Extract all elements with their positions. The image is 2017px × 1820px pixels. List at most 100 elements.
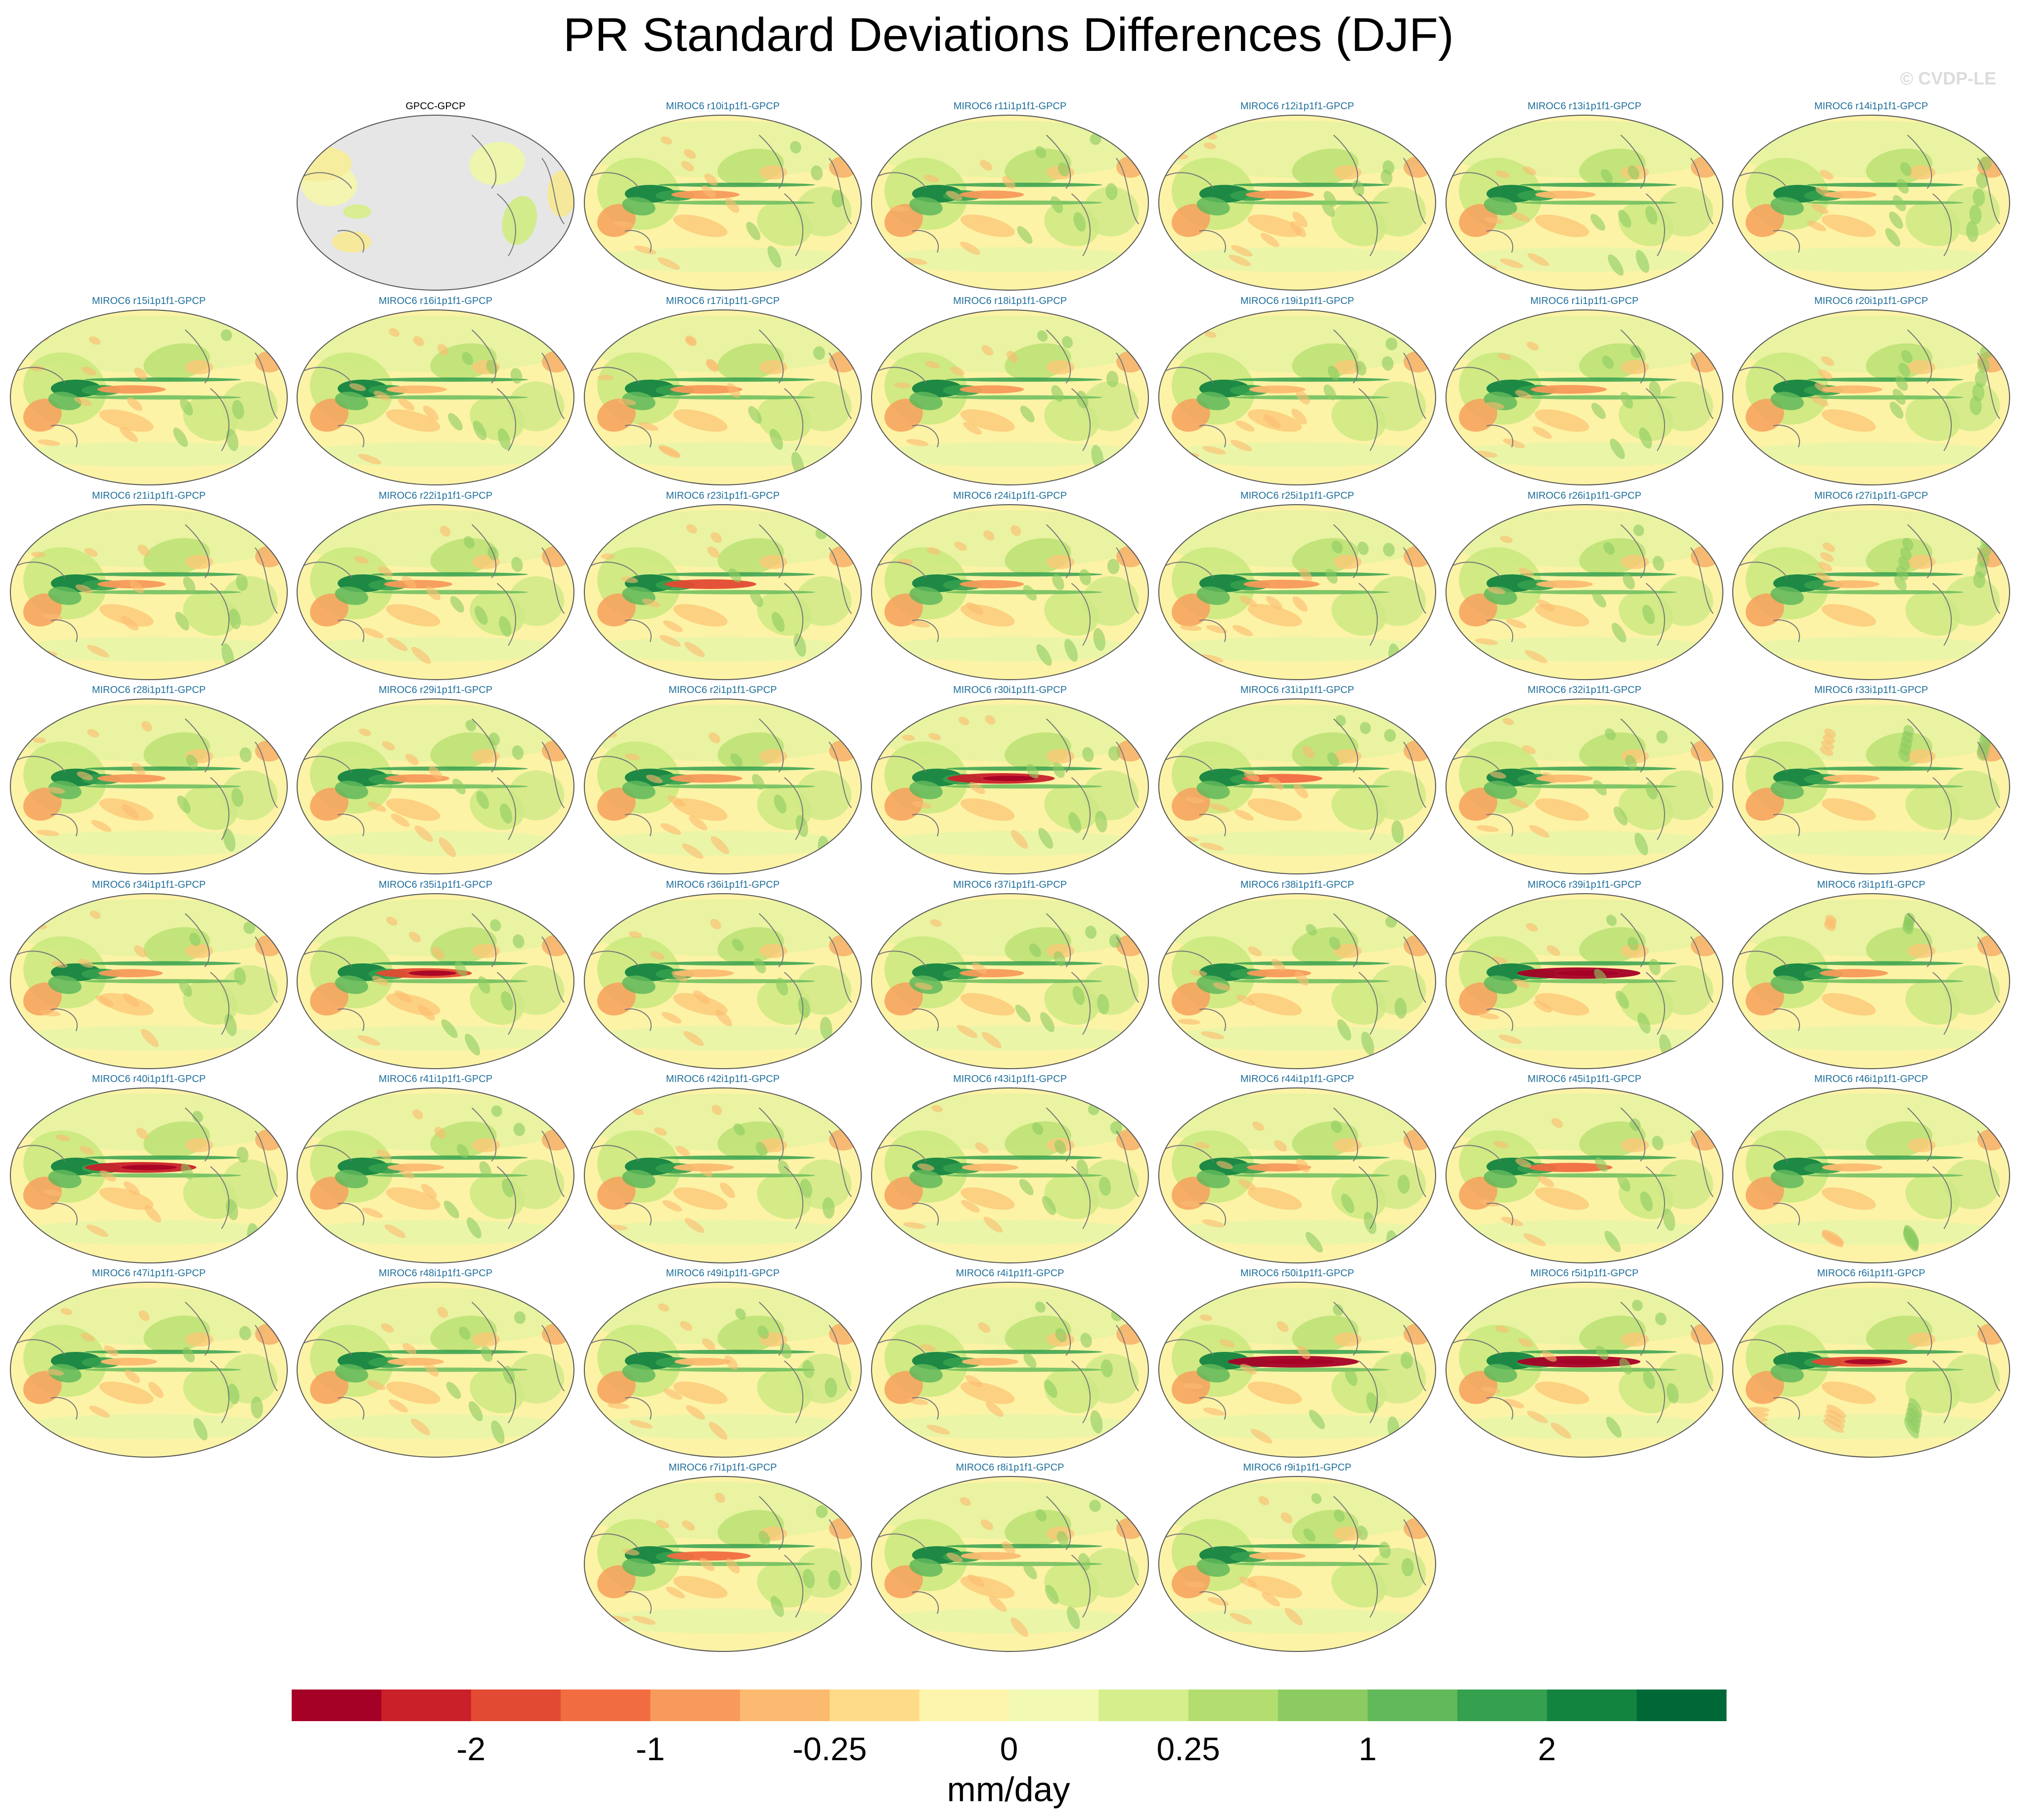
noise-patch (1054, 1139, 1066, 1155)
noise-patch (481, 1346, 493, 1362)
coastline (471, 718, 497, 773)
noise-patch (790, 141, 801, 154)
noise-patch (752, 774, 765, 790)
noise-patch (629, 1420, 653, 1429)
colorbar-swatch (1188, 1690, 1278, 1721)
noise-patch (1020, 405, 1035, 423)
coastline (541, 1130, 565, 1197)
anomaly-blob (960, 409, 1015, 432)
noise-patch (434, 1127, 446, 1139)
noise-patch (1512, 979, 1530, 988)
noise-patch (81, 1333, 95, 1342)
indian-ocean-dry (1746, 982, 1784, 1016)
noise-patch (1892, 195, 1906, 212)
coastline (1358, 388, 1378, 451)
map-border (1732, 1282, 2010, 1458)
noise-patch (634, 245, 657, 255)
noise-patch (186, 754, 198, 769)
noise-patch (928, 733, 941, 740)
africa (1657, 770, 1713, 821)
indian-ocean-dry (597, 1565, 636, 1599)
map-panel-container: MIROC6 r45i1p1f1-GPCP (1445, 1073, 1724, 1265)
map-panel (1446, 1282, 1723, 1458)
colorbar-swatch (381, 1690, 472, 1721)
noise-patch (1359, 722, 1371, 734)
noise-patch (514, 1311, 526, 1324)
coastline (1486, 619, 1513, 643)
noise-patch (437, 1306, 448, 1318)
coastline (1773, 814, 1800, 837)
noise-patch (381, 1323, 394, 1333)
noise-patch (1532, 426, 1552, 439)
noise-patch (748, 406, 762, 424)
indian-ocean-dry (310, 593, 349, 627)
coastline (210, 583, 229, 646)
noise-patch (1518, 567, 1534, 577)
noise-patch (243, 921, 256, 934)
noise-patch (683, 1031, 704, 1046)
noise-patch (1106, 371, 1119, 388)
panel-title: MIROC6 r20i1p1f1-GPCP (1814, 296, 1929, 306)
anomaly-blob (48, 391, 82, 410)
coastline (1907, 718, 1932, 773)
africa (1944, 1159, 2000, 1210)
indian-ocean-dry (1746, 204, 1784, 237)
noise-patch (384, 1224, 406, 1238)
noise-patch (148, 1382, 164, 1398)
coastline (17, 367, 66, 384)
anomaly-blob (1621, 944, 1649, 958)
map-border (1158, 1087, 1436, 1263)
noise-patch (36, 1109, 48, 1115)
noise-patch (104, 1345, 119, 1356)
map-panel-container: MIROC6 r3i1p1f1-GPCP (1731, 878, 2011, 1071)
noise-patch (702, 1338, 715, 1350)
noise-patch (1206, 625, 1228, 634)
itcz-north (1806, 766, 1964, 771)
anomaly-blob (1196, 197, 1230, 216)
anomaly-blob (386, 1382, 440, 1404)
panel-title: MIROC6 r44i1p1f1-GPCP (1240, 1074, 1355, 1084)
coastline (591, 1339, 640, 1356)
equatorial-pacific-dry (1819, 969, 1888, 978)
map-border (297, 115, 574, 291)
coastline (304, 1145, 352, 1162)
noise-patch (614, 221, 634, 228)
anomaly-blob (472, 749, 500, 764)
noise-patch (1619, 1358, 1632, 1375)
anomaly-blob (1535, 798, 1589, 821)
southern-ocean (1163, 637, 1432, 662)
anomaly-blob (408, 970, 457, 976)
southern-ocean (1737, 1026, 2006, 1051)
itcz-north (1806, 572, 1964, 577)
noise-patch (1542, 772, 1558, 783)
southern-ocean (1737, 831, 2006, 856)
anomaly-blob (1247, 1382, 1302, 1404)
noise-patch (1493, 1141, 1508, 1148)
noise-patch (1327, 365, 1340, 381)
noise-patch (138, 1310, 150, 1321)
map-panel-container: MIROC6 r41i1p1f1-GPCP (296, 1073, 575, 1265)
noise-patch (193, 1418, 208, 1441)
noise-patch (1480, 1387, 1501, 1393)
noise-patch (1352, 180, 1364, 196)
southern-ocean (14, 1220, 283, 1245)
africa (1944, 1353, 2000, 1404)
noise-patch (389, 328, 400, 337)
noise-patch (1203, 1407, 1225, 1416)
coastline (1046, 1107, 1071, 1162)
noise-patch (1311, 1493, 1322, 1504)
anomaly-blob (48, 975, 82, 994)
noise-patch (1595, 1345, 1609, 1360)
noise-patch (607, 1403, 630, 1409)
anomaly-blob (960, 798, 1015, 821)
southern-ocean (1450, 1414, 1719, 1439)
noise-patch (1091, 445, 1104, 469)
coastline (496, 777, 516, 840)
noise-patch (1815, 186, 1831, 197)
noise-patch (1889, 212, 1903, 229)
colorbar-units: mm/day (947, 1770, 1070, 1809)
itcz-south (1520, 1367, 1677, 1372)
anomaly-blob (1907, 555, 1936, 569)
panel-title: MIROC6 r7i1p1f1-GPCP (668, 1462, 777, 1473)
noise-patch (1966, 221, 1978, 242)
